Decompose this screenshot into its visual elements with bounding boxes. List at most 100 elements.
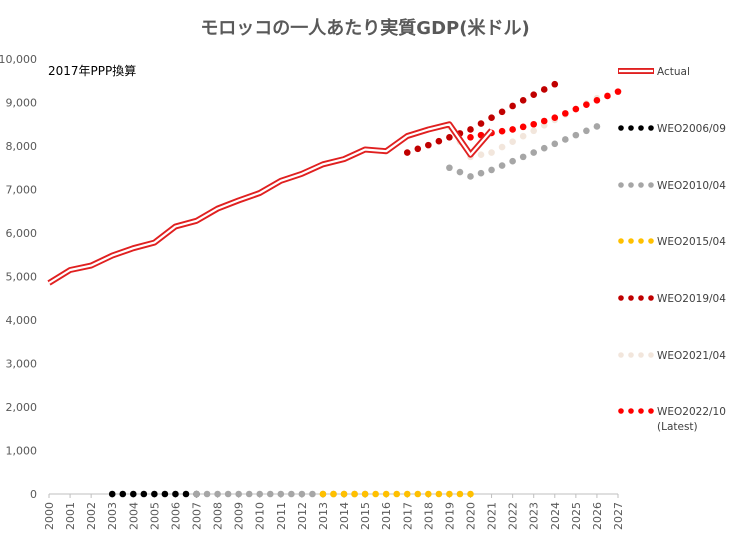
x-tick-label: 2001 bbox=[64, 502, 77, 530]
series-weo2021-04-dot bbox=[498, 143, 506, 151]
legend-swatch-weo2015-04 bbox=[648, 238, 654, 244]
x-tick-label: 2025 bbox=[570, 502, 583, 530]
chart-annotation: 2017年PPP換算 bbox=[48, 63, 136, 78]
series-weo2010-04-point bbox=[593, 123, 601, 130]
y-tick-label: 4,000 bbox=[6, 314, 38, 327]
series-weo2015-04-point bbox=[319, 490, 327, 498]
series-weo2019-04-dot bbox=[519, 97, 527, 104]
x-tick-label: 2008 bbox=[212, 502, 225, 530]
legend-swatch-weo2022-10 bbox=[628, 408, 634, 414]
legend-label: WEO2021/04 bbox=[657, 350, 726, 362]
legend-swatch-weo2015-04 bbox=[638, 238, 644, 244]
legend-swatch-weo2019-04 bbox=[638, 295, 644, 301]
x-tick-label: 2022 bbox=[507, 502, 520, 530]
series-weo2010-04-dot bbox=[562, 136, 569, 143]
legend-swatch-weo2006-09 bbox=[628, 125, 634, 131]
series-weo2006-09-point bbox=[172, 490, 179, 498]
series-weo2019-04-dot bbox=[435, 137, 443, 145]
series-weo2022-10-point bbox=[509, 126, 516, 133]
x-tick-label: 2011 bbox=[275, 502, 288, 530]
series-weo2015-04-dot bbox=[330, 490, 337, 498]
series-weo2010-04-point bbox=[235, 490, 242, 498]
series-weo2010-04-point bbox=[551, 140, 559, 148]
series-weo2010-04-point bbox=[214, 490, 221, 498]
series-weo2010-04-point bbox=[509, 157, 516, 165]
series-weo2022-10-dot bbox=[519, 123, 527, 131]
x-tick-label: 2006 bbox=[169, 502, 182, 530]
legend-swatch-weo2022-10 bbox=[618, 408, 624, 414]
x-tick-label: 2013 bbox=[317, 502, 330, 530]
series-weo2010-04-dot bbox=[203, 490, 211, 498]
y-tick-label: 9,000 bbox=[6, 97, 38, 110]
series-weo2022-10-dot bbox=[498, 127, 506, 135]
series-weo2010-04-dot bbox=[519, 153, 527, 161]
series-weo2015-04-point bbox=[403, 490, 411, 498]
series-weo2015-04-point bbox=[361, 490, 369, 498]
series-weo2015-04-point bbox=[425, 490, 432, 498]
series-weo2015-04-dot bbox=[456, 490, 464, 498]
series-weo2010-04-dot bbox=[245, 490, 253, 498]
x-tick-label: 2012 bbox=[296, 502, 309, 530]
series-weo2010-04-point bbox=[256, 490, 264, 498]
series-weo2010-04-dot bbox=[583, 127, 590, 135]
x-tick-label: 2004 bbox=[127, 502, 140, 530]
series-weo2006-09-dot bbox=[140, 490, 148, 498]
series-weo2022-10-point bbox=[551, 114, 559, 122]
x-tick-label: 2005 bbox=[148, 502, 161, 530]
series-actual-line-outer bbox=[47, 121, 494, 286]
legend-swatch-weo2019-04 bbox=[648, 295, 654, 301]
series-weo2022-10-dot bbox=[583, 101, 590, 108]
legend: Actual WEO2006/09 WEO2010/04 WEO2015/04 WEO2… bbox=[618, 66, 726, 433]
series-weo2015-04-point bbox=[340, 490, 348, 498]
legend-swatch-weo2010-04 bbox=[638, 182, 644, 188]
series-weo2015-04-dot bbox=[435, 490, 443, 498]
legend-swatch-weo2006-09 bbox=[648, 125, 654, 131]
series-weo2019-04-dot bbox=[414, 145, 422, 153]
series-weo2015-04-point bbox=[446, 490, 453, 498]
series-weo2010-04-point bbox=[193, 490, 200, 498]
series-weo2019-04-point bbox=[403, 149, 411, 156]
series-weo2010-04-point bbox=[467, 173, 474, 180]
x-tick-label: 2024 bbox=[549, 502, 562, 530]
series-weo2010-04-dot bbox=[224, 490, 232, 498]
x-tick-label: 2017 bbox=[401, 502, 414, 530]
series-weo2019-04-dot bbox=[477, 120, 485, 127]
legend-label: WEO2015/04 bbox=[657, 236, 726, 248]
series-weo2006-09-dot bbox=[182, 490, 190, 498]
legend-label: WEO2006/09 bbox=[657, 123, 726, 135]
series-weo2022-10-point bbox=[593, 97, 601, 104]
series-weo2021-04-dot bbox=[519, 132, 527, 140]
y-tick-label: 0 bbox=[30, 488, 37, 501]
series-weo2015-04-point bbox=[467, 490, 474, 498]
legend-swatch-weo2006-09 bbox=[618, 125, 624, 131]
series-weo2019-04-point bbox=[530, 91, 538, 98]
y-tick-label: 10,000 bbox=[0, 53, 37, 66]
series-weo2022-10-point bbox=[572, 105, 580, 113]
series-weo2019-04-dot bbox=[540, 86, 548, 93]
series-weo2015-04-dot bbox=[393, 490, 401, 498]
series-weo2022-10-dot bbox=[604, 92, 611, 100]
series-weo2022-10-point bbox=[530, 120, 538, 128]
series-weo2021-04-dot bbox=[477, 151, 485, 158]
series-weo2010-04-dot bbox=[288, 490, 295, 498]
series-weo2010-04-point bbox=[488, 166, 495, 174]
series-weo2022-10-dot bbox=[562, 110, 569, 117]
series-weo2019-04-point bbox=[467, 126, 474, 133]
series-weo2010-04-dot bbox=[309, 490, 316, 498]
series-weo2015-04-point bbox=[382, 490, 390, 498]
series-weo2010-04-point bbox=[572, 131, 580, 139]
series-weo2010-04-dot bbox=[266, 490, 274, 498]
x-tick-label: 2026 bbox=[591, 502, 604, 530]
series-weo2022-10-point bbox=[614, 88, 622, 95]
series-weo2021-04-point bbox=[509, 138, 516, 145]
series-weo2010-04-dot bbox=[498, 162, 506, 169]
series-weo2019-04-dot bbox=[498, 108, 506, 116]
legend-label: WEO2022/10 bbox=[657, 406, 726, 418]
x-tick-label: 2003 bbox=[106, 502, 119, 530]
series-weo2006-09-point bbox=[151, 490, 158, 498]
legend-swatch-weo2021-04 bbox=[618, 352, 624, 358]
series-weo2019-04-point bbox=[488, 114, 495, 122]
x-tick-label: 2027 bbox=[612, 502, 625, 530]
series-weo2010-04-point bbox=[446, 164, 453, 172]
x-tick-label: 2018 bbox=[422, 502, 435, 530]
